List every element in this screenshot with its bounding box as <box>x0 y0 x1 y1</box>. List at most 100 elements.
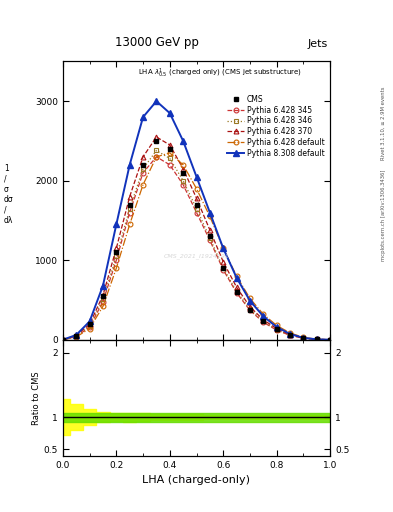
Pythia 8.308 default <box>261 313 266 319</box>
Pythia 6.428 345 <box>167 162 172 168</box>
Pythia 6.428 345 <box>127 209 132 216</box>
CMS <box>154 138 159 144</box>
Pythia 6.428 default <box>114 265 119 271</box>
Pythia 6.428 345 <box>114 257 119 263</box>
Pythia 6.428 370 <box>274 326 279 332</box>
Text: mcplots.cern.ch [arXiv:1306.3436]: mcplots.cern.ch [arXiv:1306.3436] <box>381 169 386 261</box>
Pythia 6.428 370 <box>261 317 266 323</box>
Pythia 6.428 345 <box>74 333 79 339</box>
Pythia 6.428 default <box>221 245 226 251</box>
Pythia 6.428 346 <box>87 323 92 329</box>
Pythia 6.428 346 <box>154 147 159 154</box>
Pythia 6.428 370 <box>154 134 159 140</box>
Pythia 6.428 345 <box>221 267 226 273</box>
Pythia 8.308 default <box>274 324 279 330</box>
Text: LHA $\lambda^1_{0.5}$ (charged only) (CMS jet substructure): LHA $\lambda^1_{0.5}$ (charged only) (CM… <box>138 67 302 80</box>
Pythia 6.428 370 <box>328 337 332 343</box>
Pythia 6.428 default <box>261 311 266 317</box>
Pythia 6.428 346 <box>208 235 212 241</box>
Pythia 6.428 default <box>194 185 199 191</box>
Pythia 8.308 default <box>101 283 105 289</box>
Pythia 6.428 default <box>274 323 279 329</box>
CMS <box>74 333 79 339</box>
Pythia 6.428 370 <box>234 284 239 290</box>
Pythia 6.428 default <box>301 334 306 340</box>
Pythia 6.428 default <box>208 214 212 220</box>
Pythia 8.308 default <box>328 337 332 343</box>
Pythia 6.428 370 <box>61 337 65 343</box>
Pythia 8.308 default <box>234 274 239 281</box>
Pythia 6.428 345 <box>141 169 145 176</box>
Pythia 6.428 default <box>328 337 332 343</box>
Pythia 6.428 370 <box>301 335 306 341</box>
Line: Pythia 6.428 345: Pythia 6.428 345 <box>61 155 332 342</box>
Legend: CMS, Pythia 6.428 345, Pythia 6.428 346, Pythia 6.428 370, Pythia 6.428 default,: CMS, Pythia 6.428 345, Pythia 6.428 346,… <box>226 93 326 160</box>
Pythia 8.308 default <box>61 337 65 343</box>
CMS <box>127 202 132 208</box>
Pythia 6.428 346 <box>301 335 306 341</box>
Pythia 6.428 default <box>87 326 92 332</box>
CMS <box>314 336 319 343</box>
Pythia 6.428 346 <box>74 333 79 339</box>
Pythia 8.308 default <box>181 138 185 144</box>
CMS <box>167 146 172 152</box>
Pythia 6.428 370 <box>74 332 79 338</box>
Pythia 6.428 370 <box>127 194 132 200</box>
CMS <box>234 289 239 295</box>
Pythia 6.428 346 <box>127 205 132 211</box>
Pythia 6.428 346 <box>288 332 292 338</box>
Pythia 6.428 370 <box>221 259 226 265</box>
Pythia 6.428 346 <box>328 337 332 343</box>
CMS <box>101 293 105 299</box>
Line: Pythia 6.428 346: Pythia 6.428 346 <box>61 148 332 342</box>
Pythia 8.308 default <box>87 318 92 325</box>
Line: CMS: CMS <box>61 139 332 342</box>
Pythia 6.428 345 <box>208 237 212 243</box>
Pythia 6.428 345 <box>328 337 332 343</box>
Pythia 8.308 default <box>194 174 199 180</box>
Pythia 8.308 default <box>288 331 292 337</box>
Pythia 8.308 default <box>248 297 252 304</box>
Pythia 6.428 346 <box>101 296 105 302</box>
Pythia 8.308 default <box>208 209 212 216</box>
Pythia 6.428 345 <box>261 319 266 325</box>
Line: Pythia 6.428 370: Pythia 6.428 370 <box>61 135 332 342</box>
Pythia 6.428 default <box>154 154 159 160</box>
Pythia 6.428 default <box>288 330 292 336</box>
Text: 13000 GeV pp: 13000 GeV pp <box>115 36 199 49</box>
Pythia 6.428 345 <box>234 290 239 296</box>
Pythia 6.428 370 <box>288 331 292 337</box>
Pythia 6.428 346 <box>114 253 119 259</box>
CMS <box>181 169 185 176</box>
Pythia 8.308 default <box>301 335 306 341</box>
Pythia 6.428 default <box>61 337 65 343</box>
X-axis label: LHA (charged-only): LHA (charged-only) <box>143 475 250 485</box>
Pythia 6.428 345 <box>274 327 279 333</box>
Pythia 6.428 345 <box>194 209 199 216</box>
Pythia 6.428 346 <box>314 336 319 343</box>
Line: Pythia 8.308 default: Pythia 8.308 default <box>60 98 333 343</box>
Pythia 6.428 345 <box>288 332 292 338</box>
Pythia 6.428 370 <box>101 292 105 298</box>
Pythia 6.428 345 <box>101 298 105 305</box>
CMS <box>288 332 292 338</box>
Pythia 6.428 346 <box>167 155 172 161</box>
Pythia 6.428 default <box>248 295 252 302</box>
Text: Jets: Jets <box>308 38 328 49</box>
Pythia 6.428 345 <box>301 335 306 342</box>
CMS <box>221 265 226 271</box>
Y-axis label: Ratio to CMS: Ratio to CMS <box>32 371 41 424</box>
CMS <box>194 202 199 208</box>
Pythia 6.428 345 <box>248 307 252 313</box>
Pythia 6.428 default <box>74 334 79 340</box>
Pythia 8.308 default <box>221 245 226 251</box>
CMS <box>114 249 119 255</box>
Text: 1
/
σ
dσ
/
dλ: 1 / σ dσ / dλ <box>4 164 13 225</box>
Pythia 6.428 default <box>141 182 145 188</box>
Pythia 6.428 370 <box>194 195 199 201</box>
Pythia 6.428 346 <box>221 265 226 271</box>
Pythia 6.428 default <box>181 162 185 168</box>
Pythia 6.428 345 <box>154 154 159 160</box>
Pythia 6.428 346 <box>248 306 252 312</box>
Pythia 6.428 370 <box>248 304 252 310</box>
